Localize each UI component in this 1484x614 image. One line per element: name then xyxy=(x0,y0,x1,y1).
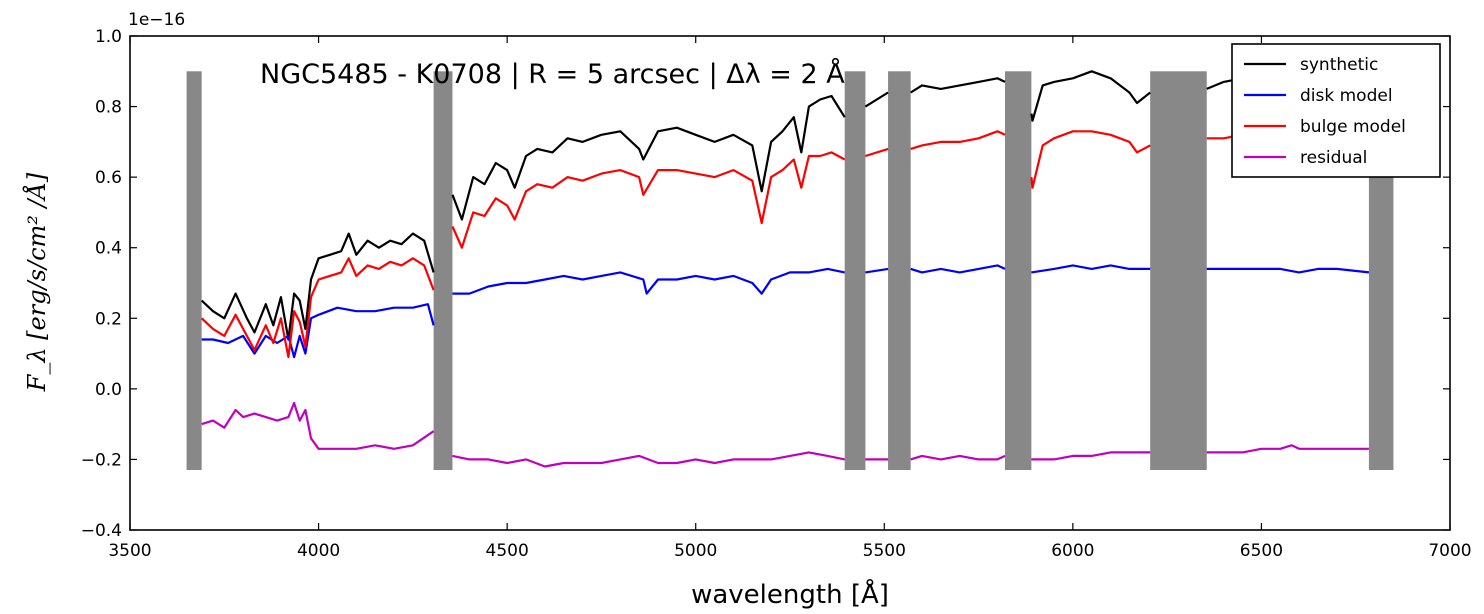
series-line-bulge-model xyxy=(910,130,1006,150)
series-line-residual xyxy=(452,451,845,468)
masked-region xyxy=(1004,71,1032,471)
series-line-bulge-model xyxy=(865,147,889,158)
series-line-disk-model xyxy=(1031,264,1151,274)
x-axis-label: wavelength [Å] xyxy=(691,578,889,610)
masked-region xyxy=(844,71,866,471)
y-tick-label: 1.0 xyxy=(95,27,122,47)
series-line-synthetic xyxy=(910,77,1006,94)
y-tick-label: 0.0 xyxy=(95,380,122,400)
series-line-residual xyxy=(1031,451,1151,461)
x-tick-label: 6000 xyxy=(1051,541,1094,561)
masked-region xyxy=(433,71,453,471)
legend-box xyxy=(1231,43,1441,178)
series-lines xyxy=(200,70,1370,468)
series-line-synthetic xyxy=(200,232,435,341)
y-tick-label: 0.2 xyxy=(95,309,122,329)
masked-region xyxy=(186,71,202,471)
legend: synthetic disk model bulge model residual xyxy=(1231,43,1441,178)
series-line-synthetic xyxy=(864,91,889,108)
x-tick-label: 4000 xyxy=(297,541,340,561)
masked-regions xyxy=(186,71,1394,471)
series-line-disk-model xyxy=(910,264,1006,274)
x-tick-label: 6500 xyxy=(1240,541,1283,561)
y-offset-label: 1e−16 xyxy=(128,10,185,30)
y-axis-label: F_λ [erg/s/cm² /Å] xyxy=(22,172,51,392)
masked-region xyxy=(1150,71,1207,471)
legend-label: synthetic xyxy=(1300,55,1378,75)
legend-label: bulge model xyxy=(1300,117,1406,137)
series-line-synthetic xyxy=(1030,70,1151,122)
x-tick-label: 5500 xyxy=(863,541,906,561)
x-tick-label: 3500 xyxy=(108,541,151,561)
y-tick-label: 0.8 xyxy=(95,98,122,118)
series-line-bulge-model xyxy=(451,151,846,249)
legend-label: disk model xyxy=(1300,86,1393,106)
y-tick-label: 0.4 xyxy=(95,239,122,259)
y-tick-label: −0.4 xyxy=(81,521,122,541)
series-line-disk-model xyxy=(1206,267,1370,274)
y-tick-label: −0.2 xyxy=(81,450,122,470)
series-line-disk-model xyxy=(201,303,435,359)
series-line-residual xyxy=(201,401,435,450)
y-tick-label: 0.6 xyxy=(95,168,122,188)
legend-label: residual xyxy=(1300,148,1367,168)
series-line-synthetic xyxy=(451,94,846,221)
masked-region xyxy=(888,71,911,471)
chart-title: NGC5485 - K0708 | R = 5 arcsec | Δλ = 2 … xyxy=(260,58,845,90)
series-line-residual xyxy=(910,454,1006,461)
series-line-bulge-model xyxy=(200,257,435,359)
x-tick-label: 4500 xyxy=(486,541,529,561)
series-line-disk-model xyxy=(865,267,889,274)
axis-ticks: 3500 4000 4500 5000 5500 6000 6500 7000 −0.4 −0.2… xyxy=(81,27,1472,561)
x-tick-label: 7000 xyxy=(1428,541,1471,561)
series-line-residual xyxy=(1206,444,1369,454)
series-line-bulge-model xyxy=(1030,130,1151,189)
plot-frame xyxy=(129,35,1451,531)
series-line-disk-model xyxy=(452,267,845,295)
x-tick-label: 5000 xyxy=(674,541,717,561)
